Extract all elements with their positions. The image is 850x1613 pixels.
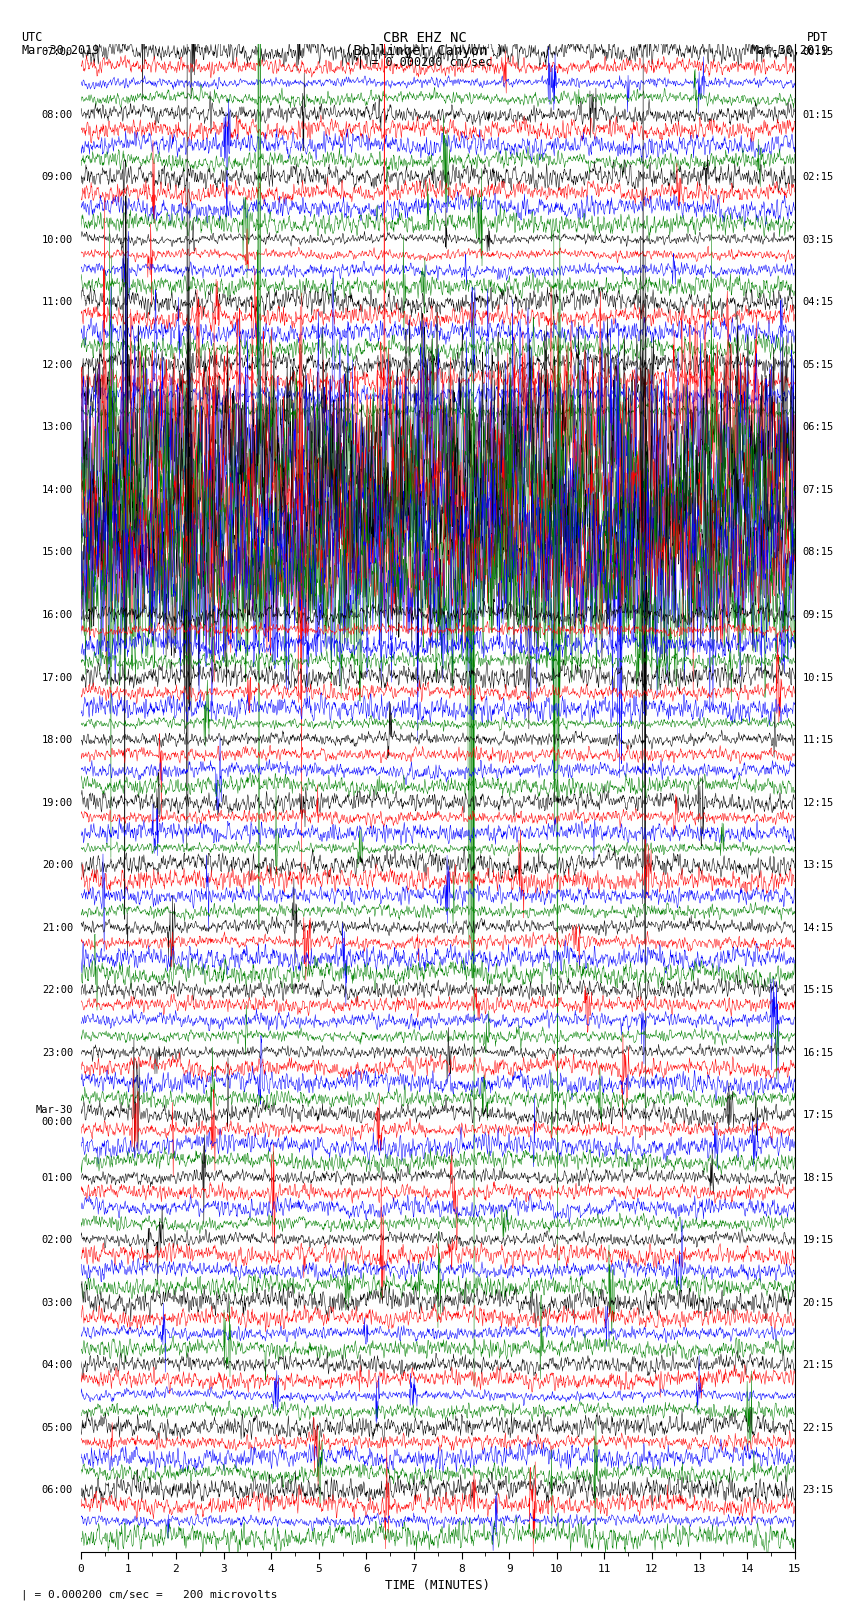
Text: Mar-30,2019: Mar-30,2019 <box>751 44 829 58</box>
Text: CBR EHZ NC: CBR EHZ NC <box>383 31 467 45</box>
Text: | = 0.000200 cm/sec =   200 microvolts: | = 0.000200 cm/sec = 200 microvolts <box>21 1589 278 1600</box>
X-axis label: TIME (MINUTES): TIME (MINUTES) <box>385 1579 490 1592</box>
Text: Mar-30,2019: Mar-30,2019 <box>21 44 99 58</box>
Text: UTC: UTC <box>21 31 42 45</box>
Text: (Bollinger Canyon ): (Bollinger Canyon ) <box>345 44 505 58</box>
Text: | = 0.000200 cm/sec: | = 0.000200 cm/sec <box>357 56 493 69</box>
Text: PDT: PDT <box>808 31 829 45</box>
